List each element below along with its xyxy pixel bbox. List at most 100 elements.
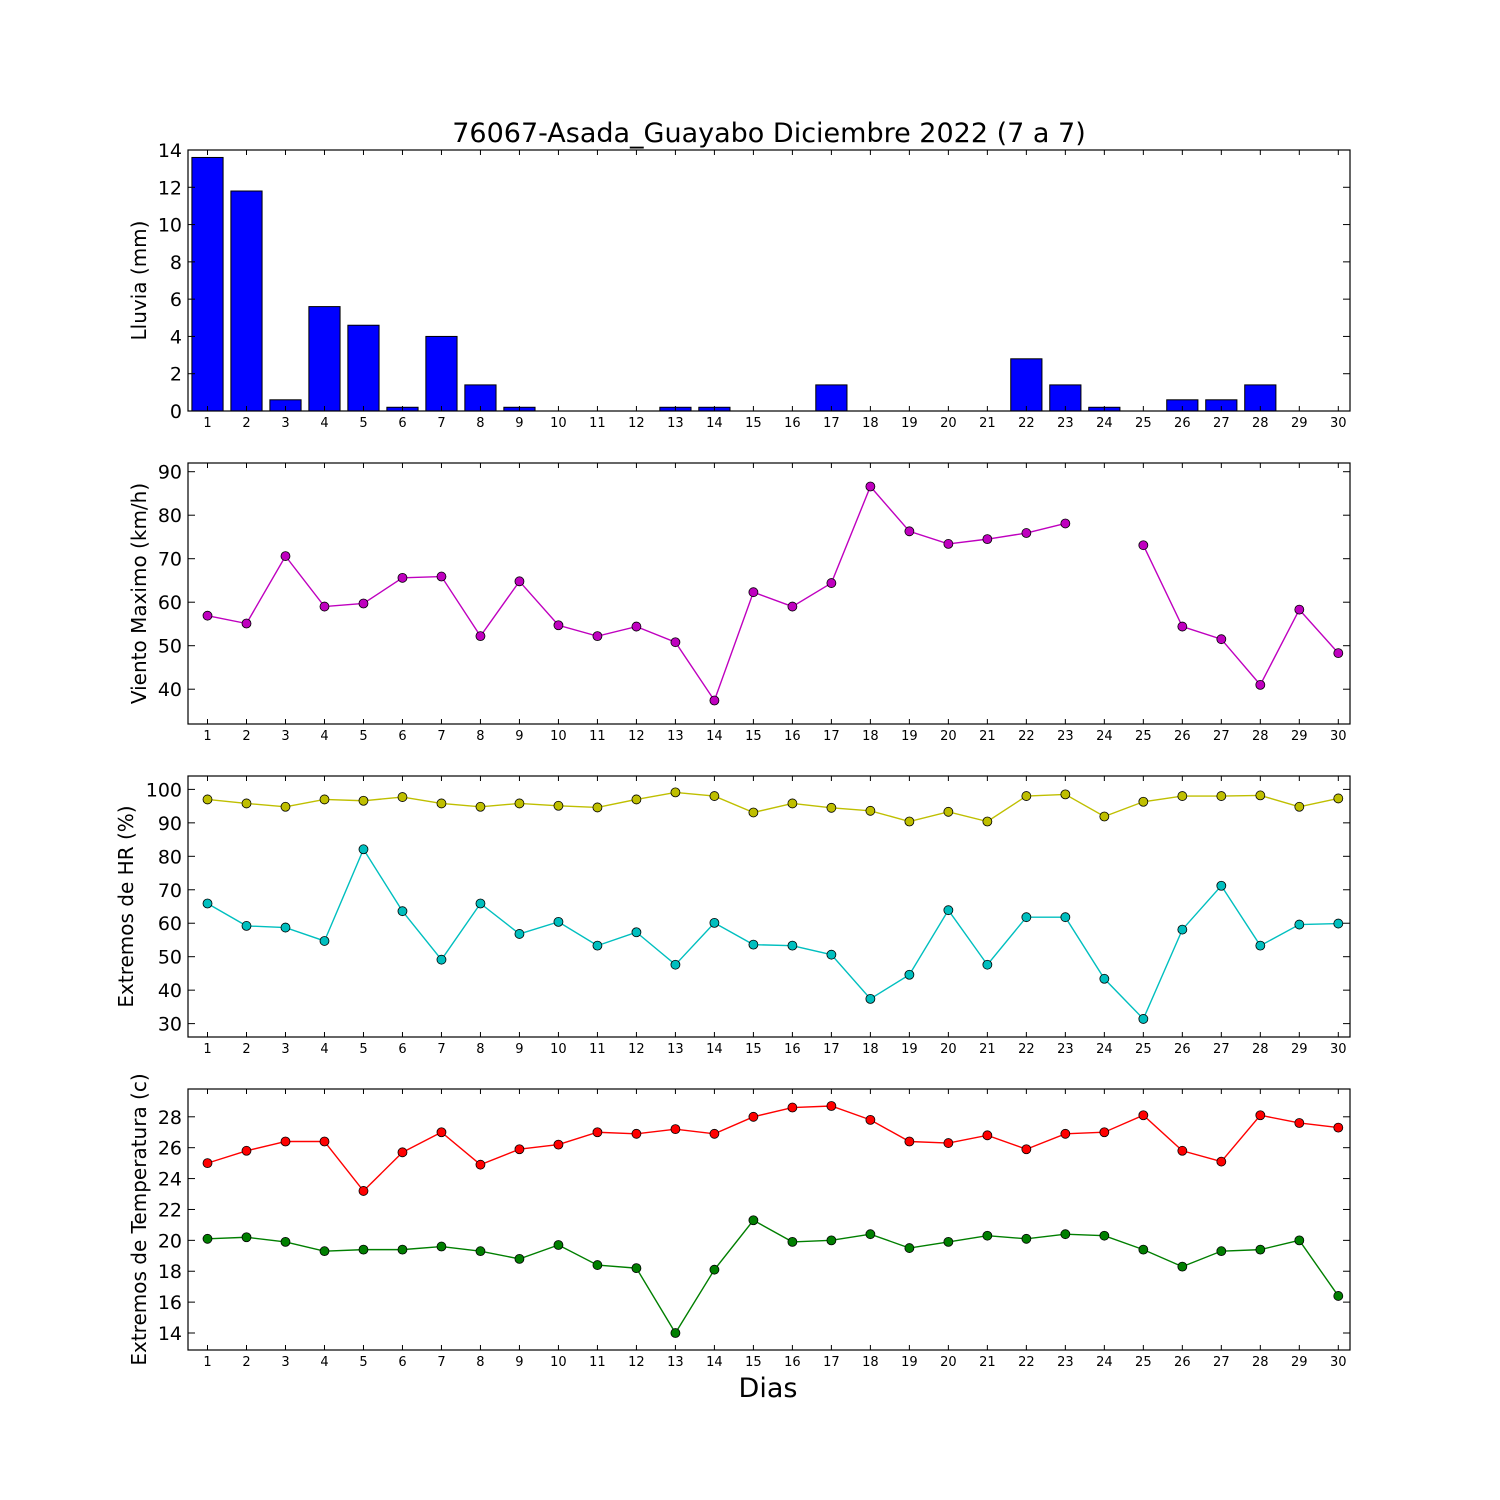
- x-tick-label: 1: [203, 729, 211, 744]
- x-axis-label: Dias: [739, 1373, 798, 1404]
- series-1-point-day-3: [280, 551, 291, 561]
- series-1-point-day-15: [748, 587, 759, 598]
- series-1-point-day-26: [1177, 1145, 1188, 1156]
- series-2-point-day-29: [1294, 919, 1305, 930]
- y-tick-label: 14: [158, 140, 182, 162]
- series-1-point-day-28: [1255, 679, 1266, 690]
- y-tick-label: 4: [170, 326, 182, 348]
- series-2-point-day-30: [1333, 1291, 1344, 1301]
- x-tick-label: 12: [628, 1042, 645, 1057]
- series-1-point-day-4: [319, 794, 330, 805]
- x-tick-label: 27: [1213, 729, 1230, 744]
- x-tick-label: 14: [706, 1355, 723, 1370]
- series-1-point-day-25: [1138, 796, 1149, 807]
- x-tick-label: 10: [550, 1355, 567, 1370]
- y-axis-label: Extremos de HR (%): [114, 805, 138, 1007]
- bar-day-5: [347, 324, 380, 412]
- x-tick-label: 1: [203, 1042, 211, 1057]
- y-tick-label: 60: [158, 913, 182, 935]
- x-tick-label: 29: [1291, 1355, 1308, 1370]
- series-2-point-day-13: [670, 959, 681, 970]
- series-2-point-day-26: [1177, 1261, 1188, 1272]
- x-tick-label: 3: [281, 416, 289, 431]
- series-1-point-day-13: [670, 637, 681, 648]
- y-tick-label: 30: [158, 1014, 182, 1036]
- y-tick-label: 90: [158, 462, 182, 484]
- series-1-line-segment-1: [207, 1105, 1339, 1192]
- x-tick-label: 29: [1291, 1042, 1308, 1057]
- x-tick-label: 15: [745, 1042, 762, 1057]
- series-2-point-day-19: [904, 1243, 915, 1253]
- x-tick-label: 28: [1252, 1042, 1269, 1057]
- series-2-point-day-7: [436, 1241, 447, 1252]
- series-1-point-day-21: [982, 816, 993, 827]
- x-tick-label: 30: [1330, 729, 1347, 744]
- series-1-point-day-20: [943, 539, 954, 549]
- x-tick-label: 27: [1213, 1042, 1230, 1057]
- series-2-point-day-12: [631, 1263, 642, 1274]
- series-2-point-day-12: [631, 927, 642, 938]
- x-tick-label: 23: [1057, 729, 1074, 744]
- series-1-point-day-16: [787, 1102, 798, 1113]
- y-tick-label: 50: [158, 947, 182, 969]
- x-tick-label: 4: [320, 729, 328, 744]
- bar-day-22: [1010, 358, 1043, 412]
- y-tick-label: 18: [158, 1261, 182, 1283]
- y-tick-label: 28: [158, 1107, 182, 1129]
- x-tick-label: 11: [589, 1042, 606, 1057]
- series-1-point-day-19: [904, 526, 915, 537]
- series-2-point-day-3: [280, 922, 291, 933]
- series-1-point-day-17: [826, 1101, 837, 1111]
- series-2-point-day-11: [592, 1260, 603, 1270]
- x-tick-label: 4: [320, 416, 328, 431]
- series-1-point-day-27: [1216, 791, 1227, 801]
- series-2-point-day-15: [748, 1215, 759, 1226]
- y-tick-label: 24: [158, 1169, 182, 1191]
- series-1-point-day-1: [202, 610, 213, 621]
- series-1-point-day-13: [670, 1124, 681, 1135]
- x-tick-label: 4: [320, 1355, 328, 1370]
- x-tick-label: 5: [359, 416, 367, 431]
- series-2-point-day-5: [358, 844, 369, 855]
- axes-frame: [187, 775, 1351, 1038]
- y-axis-label: Viento Maximo (km/h): [127, 483, 151, 704]
- series-1-point-day-12: [631, 621, 642, 632]
- x-tick-label: 16: [784, 1042, 801, 1057]
- x-tick-label: 8: [476, 729, 484, 744]
- series-1-point-day-4: [319, 1136, 330, 1147]
- axes-frame: [187, 149, 1351, 412]
- y-tick-label: 8: [170, 252, 182, 274]
- x-tick-label: 16: [784, 1355, 801, 1370]
- x-tick-label: 13: [667, 1355, 684, 1370]
- series-1-point-day-7: [436, 798, 447, 809]
- series-1-point-day-9: [514, 1144, 525, 1155]
- x-tick-label: 29: [1291, 416, 1308, 431]
- series-1-point-day-20: [943, 1138, 954, 1148]
- series-1-point-day-12: [631, 1128, 642, 1139]
- series-1-point-day-19: [904, 1136, 915, 1147]
- x-tick-label: 7: [437, 729, 445, 744]
- series-2-point-day-11: [592, 940, 603, 951]
- series-1-point-day-27: [1216, 634, 1227, 645]
- x-tick-label: 14: [706, 1042, 723, 1057]
- series-2-point-day-2: [241, 921, 252, 931]
- series-1-point-day-29: [1294, 1118, 1305, 1128]
- x-tick-label: 8: [476, 416, 484, 431]
- series-2-point-day-8: [475, 898, 486, 909]
- x-tick-label: 7: [437, 1355, 445, 1370]
- x-tick-label: 20: [940, 416, 957, 431]
- series-1-line-segment-1: [207, 791, 1339, 823]
- series-1-line-segment-1: [207, 485, 1066, 703]
- series-1-point-day-3: [280, 801, 291, 812]
- series-1-point-day-19: [904, 816, 915, 827]
- x-tick-label: 19: [901, 416, 918, 431]
- series-1-point-day-30: [1333, 793, 1344, 804]
- series-1-point-day-22: [1021, 1144, 1032, 1155]
- series-1-point-day-20: [943, 806, 954, 817]
- series-2-point-day-10: [553, 1240, 564, 1250]
- series-1-point-day-5: [358, 795, 369, 806]
- x-tick-label: 28: [1252, 729, 1269, 744]
- series-1-point-day-3: [280, 1136, 291, 1147]
- x-tick-label: 5: [359, 729, 367, 744]
- y-tick-label: 90: [158, 813, 182, 835]
